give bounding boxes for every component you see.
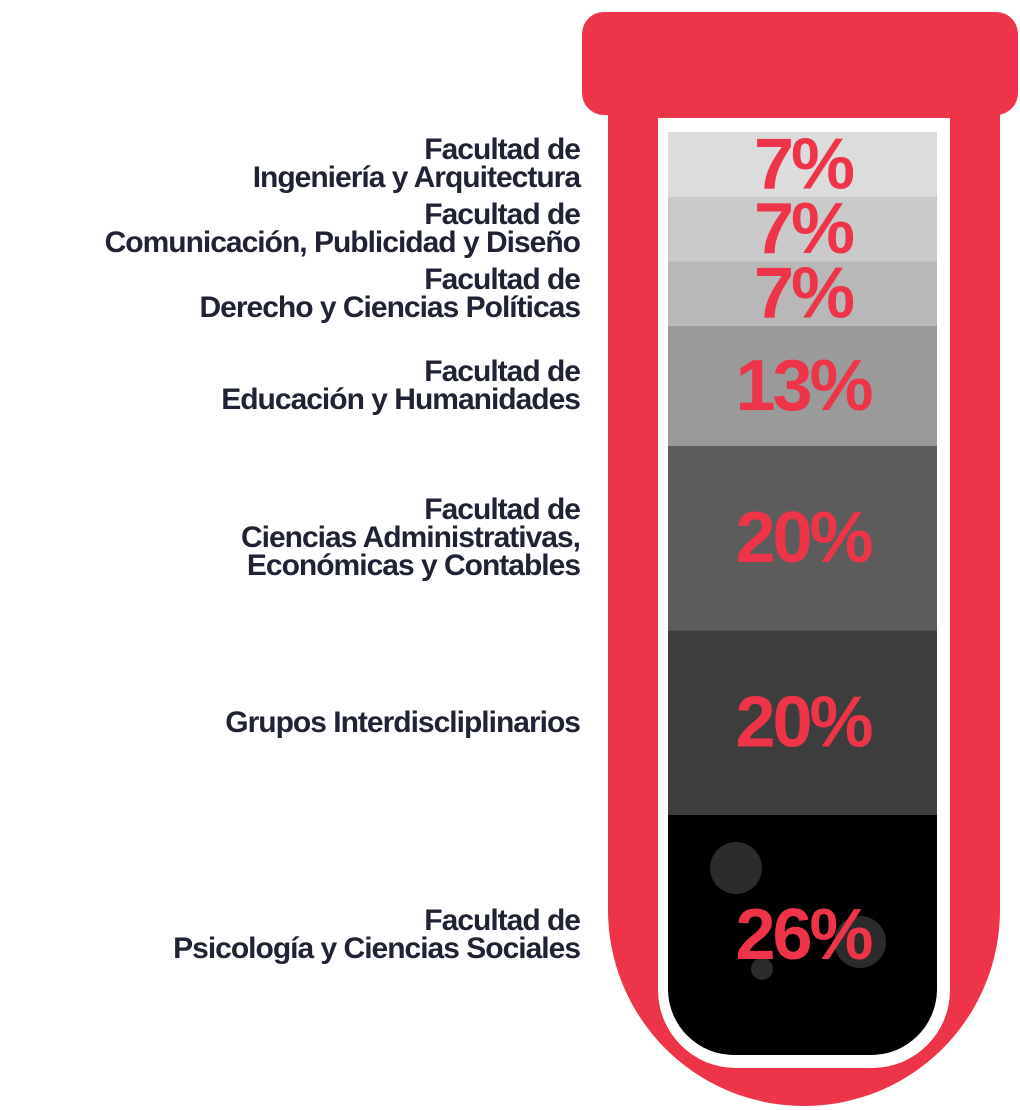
category-label: Grupos Interdiscliplinarios [0,709,580,737]
value-label: 13% [735,346,872,426]
category-label: Facultad de Ciencias Administrativas, Ec… [0,496,580,580]
category-label: Facultad de Comunicación, Publicidad y D… [0,201,580,257]
tube-cap [582,12,1018,115]
value-label: 26% [735,895,872,975]
category-label: Facultad de Psicología y Ciencias Social… [0,907,580,963]
value-label: 20% [735,683,872,763]
category-label: Facultad de Ingeniería y Arquitectura [0,136,580,192]
bubble [710,842,762,894]
category-label: Facultad de Derecho y Ciencias Políticas [0,266,580,322]
value-label: 20% [735,498,872,578]
category-label: Facultad de Educación y Humanidades [0,358,580,414]
value-label: 7% [754,254,854,334]
page: 7%7%7%13%20%20%26% (() => { const data =… [0,0,1020,1110]
